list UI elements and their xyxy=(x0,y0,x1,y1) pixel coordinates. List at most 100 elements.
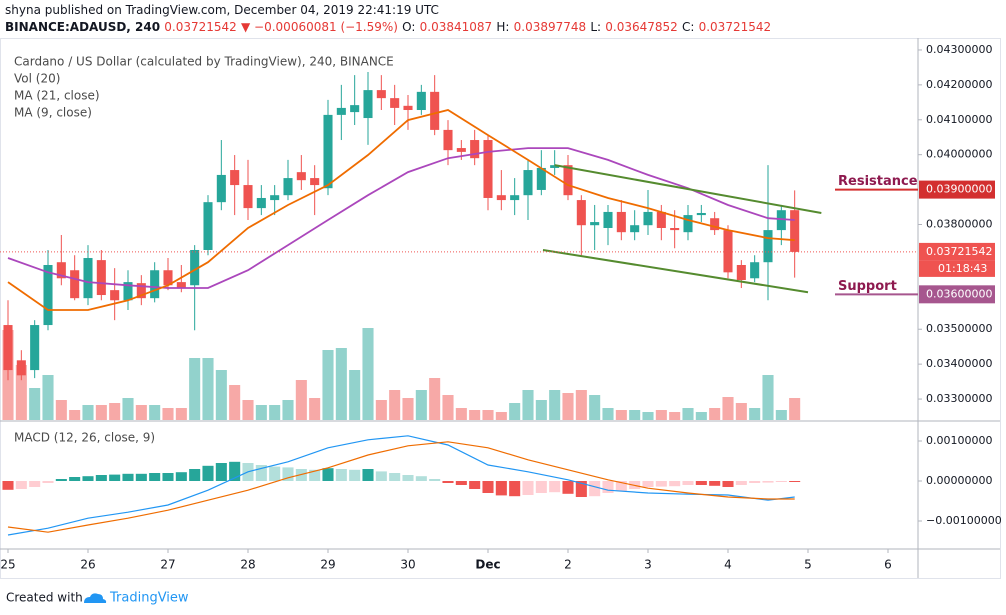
macd-hist-bar xyxy=(122,473,134,481)
macd-hist-bar xyxy=(175,472,187,481)
candle-body xyxy=(403,105,413,111)
volume-bar xyxy=(709,408,721,420)
volume-bar xyxy=(655,410,667,420)
macd-y-tick-label: −0.00100000 xyxy=(926,514,1002,527)
volume-bar xyxy=(149,405,161,420)
macd-hist-bar xyxy=(775,481,787,482)
x-tick-label: 25 xyxy=(0,558,15,572)
candle-body xyxy=(43,265,53,326)
candle-body xyxy=(376,90,386,99)
footer-text: Created with xyxy=(6,591,83,605)
macd-hist-bar xyxy=(189,469,201,481)
volume-bar xyxy=(29,388,41,420)
ohlc-value: 0.03647852 xyxy=(605,20,678,34)
level-box xyxy=(919,180,995,199)
volume-bar xyxy=(535,400,547,420)
level-name: Resistance xyxy=(838,174,918,189)
candle-body xyxy=(136,283,146,299)
candle-body xyxy=(283,178,293,196)
candle-body xyxy=(536,167,546,190)
volume-bar xyxy=(109,403,121,420)
macd-hist-bar xyxy=(149,473,161,481)
candle-body xyxy=(776,210,786,231)
volume-bar xyxy=(95,405,107,420)
candle-body xyxy=(83,258,93,299)
y-tick-label: 0.03300000 xyxy=(926,392,992,405)
volume-bar xyxy=(202,358,214,420)
volume-bar xyxy=(735,403,747,420)
candle-body xyxy=(563,165,573,196)
candle-body xyxy=(56,262,66,279)
volume-bar xyxy=(722,397,734,420)
candle-body xyxy=(3,325,13,371)
macd-hist-bar xyxy=(349,469,361,481)
last-price-box xyxy=(919,242,995,261)
macd-hist-bar xyxy=(282,467,294,481)
candle-body xyxy=(30,325,40,371)
y-tick-label: 0.04300000 xyxy=(926,43,992,56)
level-price: 0.03900000 xyxy=(926,183,992,196)
x-tick-label: 30 xyxy=(400,558,415,572)
macd-hist-bar xyxy=(135,473,147,481)
volume-bar xyxy=(469,410,481,420)
volume-bar xyxy=(402,398,414,420)
ohlc-key: L: xyxy=(590,20,602,34)
ohlc-key: O: xyxy=(402,20,416,34)
volume-bar xyxy=(349,370,361,420)
volume-bar xyxy=(135,405,147,420)
volume-bar xyxy=(682,408,694,420)
macd-hist-bar xyxy=(562,481,574,494)
candle-body xyxy=(163,270,173,286)
candle-body xyxy=(96,260,106,296)
countdown-label: 01:18:43 xyxy=(938,262,987,275)
volume-bar xyxy=(375,400,387,420)
level-name: Support xyxy=(838,279,897,294)
candle-body xyxy=(616,211,626,233)
macd-hist-bar xyxy=(2,481,14,490)
macd-hist-bar xyxy=(429,479,441,481)
volume-bar xyxy=(522,390,534,420)
macd-hist-bar xyxy=(789,481,801,482)
volume-bar xyxy=(562,393,574,420)
candle-body xyxy=(176,282,186,289)
candle-body xyxy=(363,90,373,119)
y-tick-label: 0.04200000 xyxy=(926,78,992,91)
macd-hist-bar xyxy=(682,481,694,485)
candle-body xyxy=(150,270,160,299)
ma-line xyxy=(7,147,795,289)
volume-bar xyxy=(455,408,467,420)
macd-hist-bar xyxy=(162,473,174,481)
candle-body xyxy=(390,98,400,108)
macd-hist-bar xyxy=(269,466,281,481)
volume-bar xyxy=(415,390,427,420)
symbol: BINANCE:ADAUSD, 240 xyxy=(5,20,161,34)
candle-body xyxy=(710,218,720,231)
candle-body xyxy=(763,230,773,263)
volume-bar xyxy=(162,408,174,420)
legend-entry: MA (21, close) xyxy=(14,89,100,103)
ma-line xyxy=(7,109,795,311)
volume-bar xyxy=(749,408,761,420)
macd-hist-bar xyxy=(389,473,401,481)
macd-line xyxy=(7,435,795,536)
volume-bar xyxy=(615,410,627,420)
macd-hist-bar xyxy=(615,481,627,491)
candle-body xyxy=(416,91,426,111)
volume-bar xyxy=(775,410,787,420)
macd-hist-bar xyxy=(215,463,227,481)
macd-hist-bar xyxy=(522,481,534,495)
credit: shyna published on TradingView.com, Dece… xyxy=(5,3,439,17)
trendline xyxy=(554,164,822,214)
ohlc-value: 0.03897748 xyxy=(513,20,587,34)
legend-entry: Vol (20) xyxy=(14,72,60,86)
macd-hist-bar xyxy=(109,474,121,481)
macd-hist-bar xyxy=(69,477,81,481)
candle-body xyxy=(683,215,693,233)
candle-body xyxy=(310,178,320,186)
ohlc-value: 0.03841087 xyxy=(419,20,493,34)
volume-bar xyxy=(82,405,94,420)
x-tick-label: 3 xyxy=(644,558,652,572)
candle-body xyxy=(590,222,600,226)
macd-hist-bar xyxy=(575,481,587,497)
macd-hist-bar xyxy=(229,461,241,481)
